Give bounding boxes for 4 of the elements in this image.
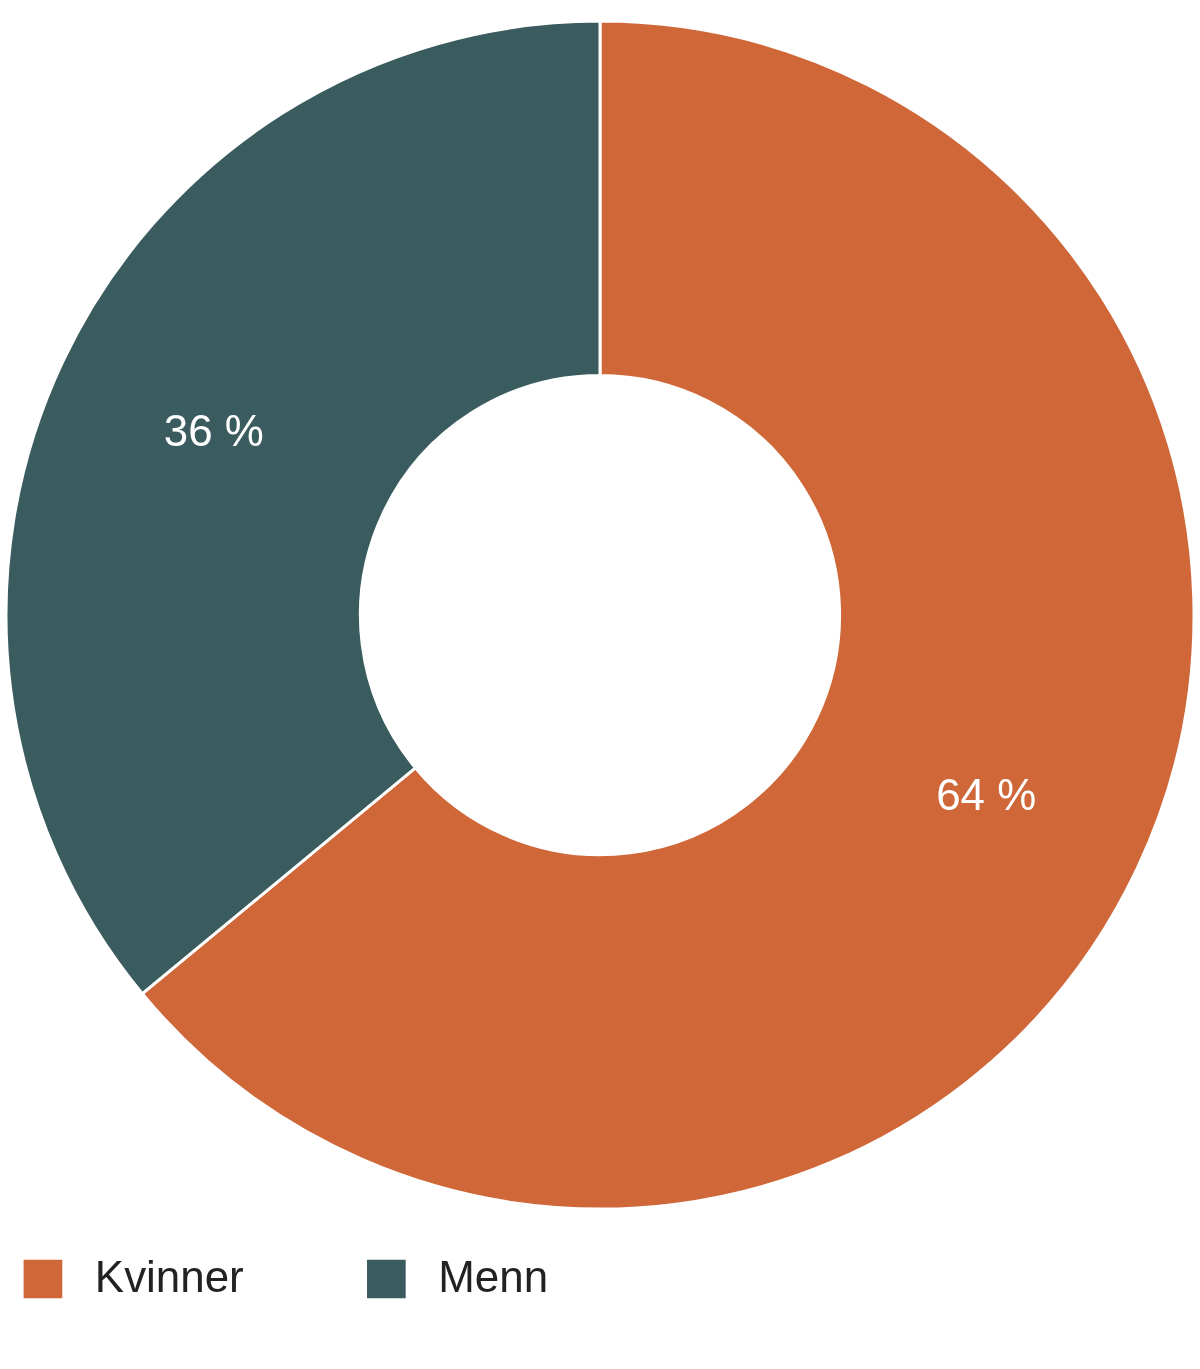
legend-label: Menn <box>438 1251 549 1301</box>
data-label: 36 % <box>163 406 264 456</box>
data-label: 64 % <box>936 769 1037 819</box>
legend-label: Kvinner <box>94 1251 244 1301</box>
